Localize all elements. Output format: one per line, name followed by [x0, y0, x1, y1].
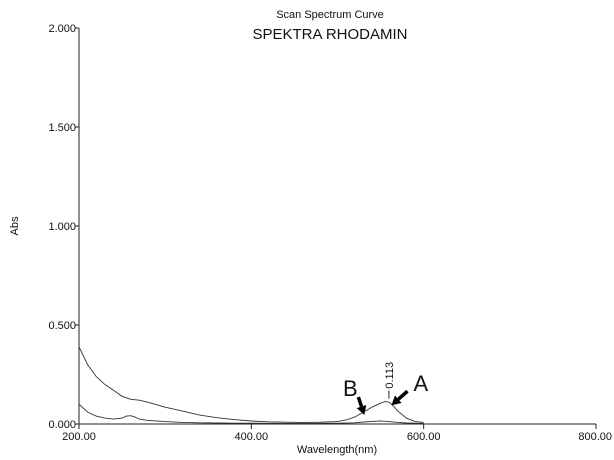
- x-tick-label: 200.00: [62, 431, 96, 443]
- series-line-1: [78, 346, 424, 423]
- series-group: [78, 346, 424, 424]
- x-tick-label: 400.00: [235, 431, 269, 443]
- y-tick-label: 1.000: [48, 221, 76, 233]
- y-axis-label: Abs: [9, 216, 21, 235]
- arrow-a: [391, 389, 409, 406]
- series-line-2: [78, 403, 424, 424]
- y-tick-label: 1.500: [48, 122, 76, 134]
- y-tick-label: 2.000: [48, 23, 76, 35]
- annotation-group: A B 0.113: [343, 362, 428, 416]
- peak-value-label: 0.113: [384, 362, 396, 389]
- arrow-b: [356, 396, 367, 416]
- chart-subtitle: SPEKTRA RHODAMIN: [252, 26, 407, 43]
- x-ticks: 200.00 400.00 600.00 800.00: [62, 424, 612, 443]
- x-tick-label: 600.00: [407, 431, 441, 443]
- y-tick-label: 0.500: [48, 320, 76, 332]
- annotation-label-a: A: [413, 371, 428, 396]
- x-tick-label: 800.00: [578, 431, 612, 443]
- y-ticks: 0.000 0.500 1.000 1.500 2.000: [48, 23, 79, 431]
- y-tick-label: 0.000: [48, 419, 76, 431]
- chart-title: Scan Spectrum Curve: [276, 9, 384, 21]
- annotation-label-b: B: [343, 376, 358, 401]
- x-axis-label: Wavelength(nm): [297, 444, 377, 456]
